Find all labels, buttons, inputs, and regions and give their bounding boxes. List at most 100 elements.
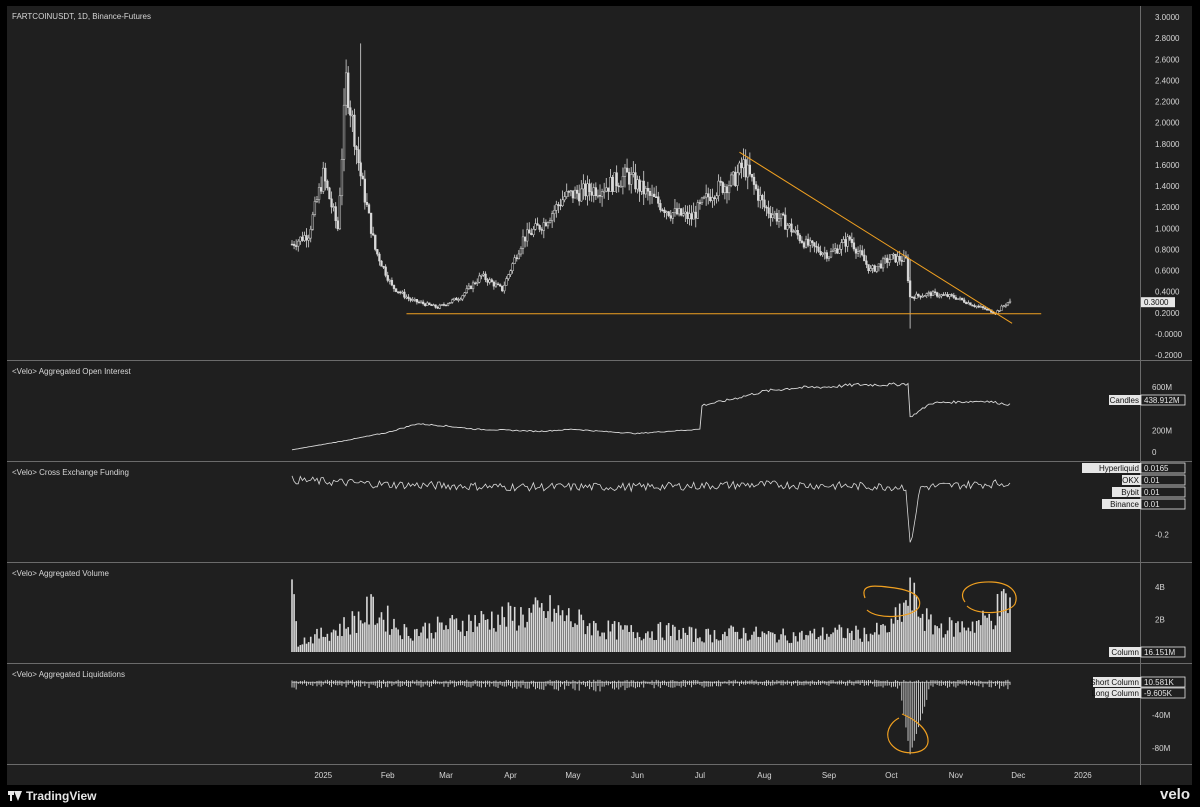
volume-bar [588,623,591,652]
volume-bar [801,630,803,652]
candle-body [419,301,423,304]
candle-body [734,171,737,186]
candle-body [815,245,818,248]
candle-body [519,248,523,255]
candle-body [459,298,462,301]
descending-trendline[interactable] [739,151,1013,324]
liq-short-badge-value: 10.581K [1144,678,1174,687]
volume-bar [538,607,541,652]
candle-body [671,212,675,219]
candle-body [965,302,968,305]
volume-bar [715,639,718,652]
candle-body [409,298,412,301]
volume-bar [944,634,947,652]
volume-bar [655,639,658,652]
price-tick-label: -0.2000 [1155,351,1183,360]
candle-body [295,245,298,247]
volume-bar [389,634,391,652]
oi-axis[interactable]: 600M 200M 0 [1152,383,1172,457]
volume-bar [380,612,383,652]
candle-body [992,312,995,314]
time-axis[interactable]: 2025 Feb Mar Apr May Jun Jul Aug Sep Oct Nov Dec 202… [314,771,1092,780]
candle-body [444,304,448,307]
candle-body [471,282,475,289]
volume-bar [707,628,710,652]
volume-bar [886,632,889,652]
volume-bar [744,633,747,652]
volume-bar [873,632,876,652]
candle-body [933,291,937,293]
candle-body [650,193,654,196]
candle-body [998,310,1001,312]
candle-body [367,204,371,214]
candle-body [1008,300,1012,303]
candle-body [725,186,729,194]
candle-body [432,304,435,307]
candle-body [376,249,379,255]
price-tick-label: 3.0000 [1155,13,1180,22]
volume-bar [399,635,402,652]
volume-bar [903,602,905,652]
volume-bar [790,642,793,652]
candle-body [355,146,358,150]
candle-body [640,180,643,192]
candle-body [911,296,914,298]
candle-body [451,299,454,303]
volume-bar [869,633,872,652]
candle-body [856,251,860,254]
volume-bar [994,625,997,652]
liq-long-badge-value: -9.605K [1144,689,1173,698]
candle-body [936,292,939,297]
candle-body [630,174,633,185]
funding-axis[interactable]: -0.2 [1155,530,1169,539]
candle-body [603,190,606,193]
volume-bar [973,632,976,652]
volume-pane-title: <Velo> Aggregated Volume [12,569,110,578]
volume-bar [832,632,834,652]
candle-body [883,257,887,260]
volume-bar [865,634,868,652]
candle-body [619,185,622,188]
volume-bar [330,632,333,652]
candle-body [719,180,722,183]
candle-body [657,196,660,204]
candle-body [869,268,872,271]
tradingview-logo[interactable]: TradingView [8,789,96,803]
candle-body [873,265,876,272]
volume-bar [507,602,510,652]
volume-bar [684,632,687,652]
candle-body [563,196,566,201]
volume-bar [293,594,295,652]
volume-bar [482,614,485,652]
candle-body [661,209,664,212]
candle-body [823,252,826,254]
candle-body [775,213,779,222]
volume-bar [805,634,807,652]
candle-body [396,291,400,293]
candle-body [426,302,429,306]
candle-body [526,229,529,242]
volume-bar [449,618,451,652]
volume-column-badge-label-bg [1109,647,1141,657]
volume-bar [971,621,974,652]
candle-body [480,274,483,277]
liquidations-axis[interactable]: -40M -80M [1152,711,1171,753]
volume-bar [336,635,339,652]
price-axis[interactable]: 3.0000 2.8000 2.6000 2.4000 2.2000 2.0000 1.80… [1141,13,1183,360]
volume-axis[interactable]: 4B 2B [1155,583,1165,624]
candle-body [686,211,689,219]
price-annotations [406,151,1042,324]
volume-bar [515,630,518,652]
candle-body [861,250,864,256]
candle-body [590,191,593,196]
volume-bar [622,629,624,652]
candle-body [411,299,414,301]
volume-bar [813,628,816,652]
candle-body [983,307,987,310]
volume-bar [855,625,857,652]
volume-bar [455,618,458,652]
volume-bar [830,634,832,652]
candle-body [655,196,658,198]
candle-body [378,253,381,262]
volume-bar [586,626,589,652]
